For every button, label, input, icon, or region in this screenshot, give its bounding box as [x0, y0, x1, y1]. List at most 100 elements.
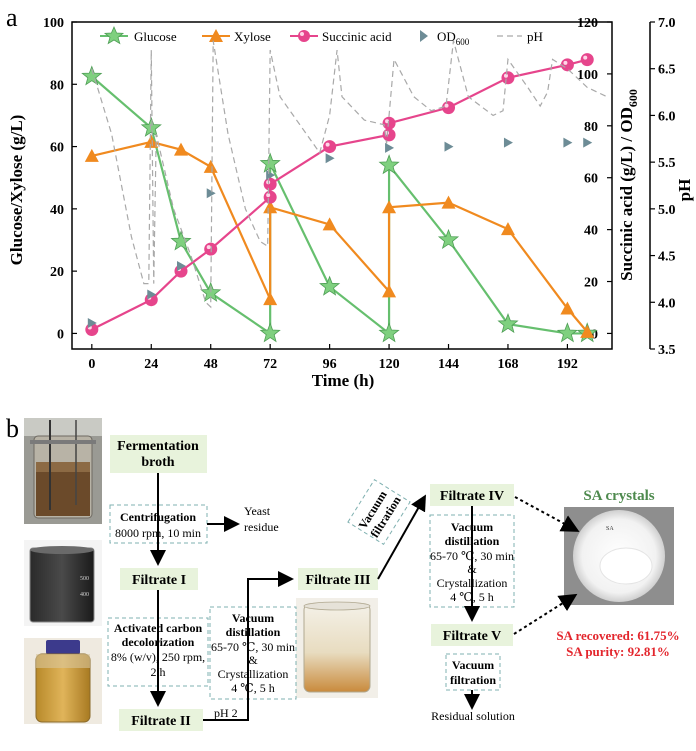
- succinic-acid-point-highlight: [266, 193, 271, 198]
- glucose-point: [259, 322, 281, 343]
- svg-text:filtration: filtration: [450, 673, 496, 687]
- xylose-point: [322, 217, 337, 231]
- glucose-point: [378, 154, 400, 175]
- y2-tick-label: 120: [577, 16, 598, 31]
- sa-crystals-title: SA crystals: [583, 488, 654, 504]
- photo-jar-filtrate-iii: [296, 598, 378, 698]
- box-filtrate-iv: Filtrate IV: [430, 484, 514, 506]
- photo-fermenter: [24, 418, 102, 524]
- legend-label-glucose: Glucose: [134, 29, 177, 44]
- svg-text:broth: broth: [141, 455, 174, 470]
- svg-text:65-70 ℃, 30 min: 65-70 ℃, 30 min: [211, 640, 295, 654]
- y2-tick-label: 0: [591, 327, 598, 342]
- svg-text:distillation: distillation: [226, 625, 281, 639]
- svg-text:400: 400: [80, 592, 89, 598]
- box-filtrate-iii: Filtrate III: [298, 568, 378, 590]
- y3-tick-label: 3.5: [658, 343, 676, 358]
- y2-axis-label-sub: 600: [626, 89, 640, 107]
- od-point: [147, 289, 157, 300]
- box-fermentation-broth: Fermentation broth: [110, 435, 207, 473]
- od-point: [385, 142, 395, 153]
- succinic-acid-point-highlight: [563, 60, 568, 65]
- x-tick-label: 72: [263, 357, 277, 372]
- plot-frame: [71, 21, 613, 350]
- succinic-acid-point-highlight: [583, 55, 588, 60]
- legend-glucose: Glucose: [100, 25, 177, 45]
- succinic-acid-point: [580, 53, 594, 67]
- axes-ticks: 0 24 48 72 96 120 144 168 192 0 20 40 60 80 100 0 20 40 60…: [43, 16, 676, 372]
- xylose-line: [91, 140, 589, 333]
- yeast-residue-line1: Yeast: [244, 504, 271, 518]
- od-point: [444, 141, 454, 152]
- sa-purity: SA purity: 92.81%: [566, 644, 670, 659]
- glucose-point: [259, 152, 281, 173]
- glucose-point: [81, 65, 103, 86]
- ph-label: pH 2: [214, 706, 238, 720]
- xylose-point: [263, 292, 278, 306]
- box-vacuum-filtration-rotated: Vacuum filtration: [347, 478, 411, 546]
- y-tick-label: 80: [50, 78, 64, 93]
- residual-solution: Residual solution: [431, 709, 515, 723]
- sa-recovered: SA recovered: 61.75%: [556, 628, 679, 643]
- x-tick-label: 0: [88, 357, 95, 372]
- succinic-acid-line: [91, 58, 588, 331]
- succinic-acid-point-highlight: [206, 245, 211, 250]
- y2-tick-label: 100: [577, 68, 598, 83]
- svg-text:Fermentation: Fermentation: [117, 439, 199, 454]
- photo-amber-bottle: [24, 638, 102, 724]
- y3-tick-label: 5.5: [658, 156, 676, 171]
- legend-label-ph: pH: [527, 29, 543, 44]
- legend-ph: pH: [497, 29, 543, 44]
- glucose-point: [497, 312, 519, 334]
- y-tick-label: 20: [50, 265, 64, 280]
- jar-label: SA: [606, 526, 614, 532]
- ph-line: [91, 40, 608, 309]
- legend-xylose: Xylose: [202, 29, 271, 44]
- y2-tick-label: 20: [584, 276, 598, 291]
- svg-text:Filtrate III: Filtrate III: [306, 573, 371, 588]
- svg-text:4 ℃, 5 h: 4 ℃, 5 h: [231, 681, 274, 695]
- yeast-residue-line2: residue: [244, 520, 279, 534]
- svg-text:500: 500: [80, 576, 89, 582]
- legend-od-subscript: 600: [456, 37, 470, 47]
- xylose-point: [500, 222, 515, 236]
- y3-tick-label: 6.0: [658, 109, 676, 124]
- glucose-point: [378, 322, 400, 343]
- succinic-acid-point-highlight: [444, 103, 449, 108]
- x-tick-label: 120: [379, 357, 400, 372]
- data-series: [81, 40, 608, 343]
- photo-black-beaker: 500 400: [24, 540, 102, 626]
- y-tick-label: 40: [50, 203, 64, 218]
- xylose-point: [382, 284, 397, 298]
- x-tick-label: 96: [323, 357, 337, 372]
- box-filtrate-v: Filtrate V: [431, 624, 513, 646]
- svg-text:Filtrate V: Filtrate V: [443, 629, 501, 644]
- flow-arrows: [150, 473, 580, 721]
- od-point: [87, 318, 97, 329]
- glucose-point: [319, 275, 341, 296]
- y3-tick-label: 4.5: [658, 250, 676, 265]
- x-axis-label: Time (h): [312, 371, 375, 390]
- xylose-point: [441, 195, 456, 209]
- od-point: [503, 137, 513, 148]
- succinic-acid-point: [263, 190, 277, 204]
- legend: Glucose Xylose Succinic acid OD600 pH: [100, 25, 543, 47]
- legend-succinic: Succinic acid: [290, 29, 392, 44]
- y-tick-label: 100: [43, 16, 64, 31]
- od-point: [206, 188, 216, 199]
- y2-tick-label: 40: [584, 224, 598, 239]
- svg-text:OD600: OD600: [437, 29, 470, 47]
- od-point: [563, 137, 573, 148]
- xylose-point: [580, 324, 595, 338]
- succinic-acid-point: [501, 71, 515, 85]
- x-tick-label: 168: [497, 357, 518, 372]
- y3-tick-label: 6.5: [658, 63, 676, 78]
- glucose-point: [437, 228, 460, 250]
- succinic-acid-point-highlight: [325, 142, 330, 147]
- y3-tick-label: 5.0: [658, 203, 676, 218]
- svg-text:Vacuum: Vacuum: [232, 611, 274, 625]
- xylose-point: [263, 200, 278, 214]
- y2-tick-label: 60: [584, 172, 598, 187]
- svg-text:Succinic acid (g/L) / OD600: Succinic acid (g/L) / OD600: [617, 89, 640, 281]
